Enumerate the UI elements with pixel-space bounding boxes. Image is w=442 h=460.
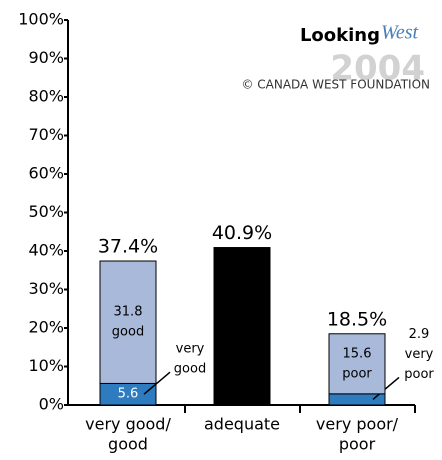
x-tick-label: very poor/ — [316, 415, 399, 434]
segment-name: poor — [404, 367, 434, 382]
y-tick-label: 60% — [28, 164, 64, 183]
segment-name: good — [112, 325, 144, 340]
segment-value: 31.8 — [114, 305, 143, 320]
bar-segment — [328, 333, 386, 395]
segment-name: very — [405, 347, 434, 362]
y-tick-label: 90% — [28, 48, 64, 67]
segment-name: poor — [342, 366, 372, 381]
logo-word1: Looking — [300, 25, 380, 46]
y-tick-label: 30% — [28, 279, 64, 298]
segment-name: very — [176, 342, 205, 357]
y-tick-label: 100% — [18, 10, 64, 29]
y-tick-label: 0% — [39, 395, 64, 414]
segment-value: 2.9 — [409, 327, 430, 342]
y-tick-label: 20% — [28, 318, 64, 337]
leader-line — [143, 371, 171, 395]
bar-segment — [213, 247, 271, 406]
x-tick-label: adequate — [204, 415, 280, 434]
leader-line — [372, 376, 400, 400]
bar-segment — [99, 260, 157, 384]
total-label: 40.9% — [212, 222, 272, 244]
y-tick-label: 80% — [28, 87, 64, 106]
logo-credit: © CANADA WEST FOUNDATION — [241, 78, 430, 92]
logo-word2: West — [381, 22, 418, 44]
segment-value: 15.6 — [343, 346, 372, 361]
y-tick-label: 50% — [28, 202, 64, 221]
total-label: 37.4% — [98, 236, 158, 258]
x-tick-label: good — [108, 435, 148, 454]
x-tick-label: poor — [339, 435, 376, 454]
segment-name: good — [174, 362, 206, 377]
segment-value: 5.6 — [118, 387, 139, 402]
y-tick-label: 70% — [28, 125, 64, 144]
y-tick-label: 10% — [28, 356, 64, 375]
x-tick-label: very good/ — [85, 415, 171, 434]
total-label: 18.5% — [327, 308, 387, 330]
logo-year: 2004 — [330, 49, 425, 89]
y-tick-label: 40% — [28, 241, 64, 260]
